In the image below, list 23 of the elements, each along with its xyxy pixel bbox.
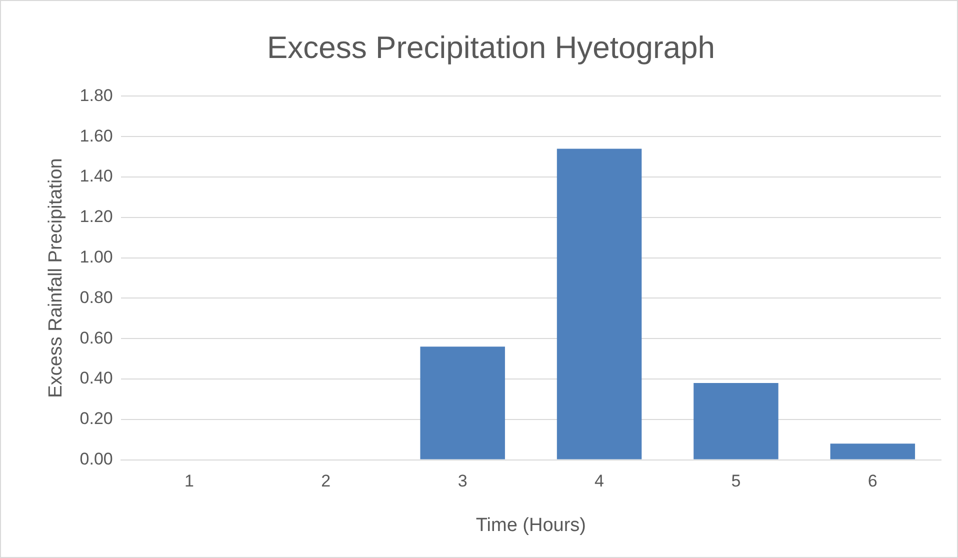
x-tick-label: 3 (458, 472, 468, 491)
y-tick-label: 0.60 (80, 328, 113, 348)
y-axis-title: Excess Rainfall Precipitation (46, 158, 67, 398)
y-tick-label: 0.40 (80, 368, 113, 388)
bar (420, 346, 505, 460)
y-tick-label: 0.80 (80, 288, 113, 307)
x-tick-label: 4 (594, 472, 604, 491)
bar (830, 444, 916, 460)
x-tick-label: 5 (731, 472, 741, 491)
y-tick-label: 0.20 (80, 409, 113, 428)
y-tick-label: 1.40 (80, 166, 113, 186)
bar (556, 148, 642, 460)
y-tick-label: 0.00 (80, 449, 113, 468)
x-tick-label: 1 (184, 472, 194, 491)
y-tick-label: 1.80 (80, 86, 113, 105)
bar (694, 383, 778, 460)
y-tick-label: 1.60 (80, 126, 113, 146)
y-tick-label: 1.00 (80, 247, 113, 266)
y-tick-label: 1.20 (80, 207, 113, 226)
x-tick-label: 6 (868, 472, 878, 491)
x-tick-label: 2 (321, 472, 331, 491)
x-axis-title: Time (Hours) (476, 514, 586, 536)
chart-title: Excess Precipitation Hyetograph (266, 30, 716, 66)
